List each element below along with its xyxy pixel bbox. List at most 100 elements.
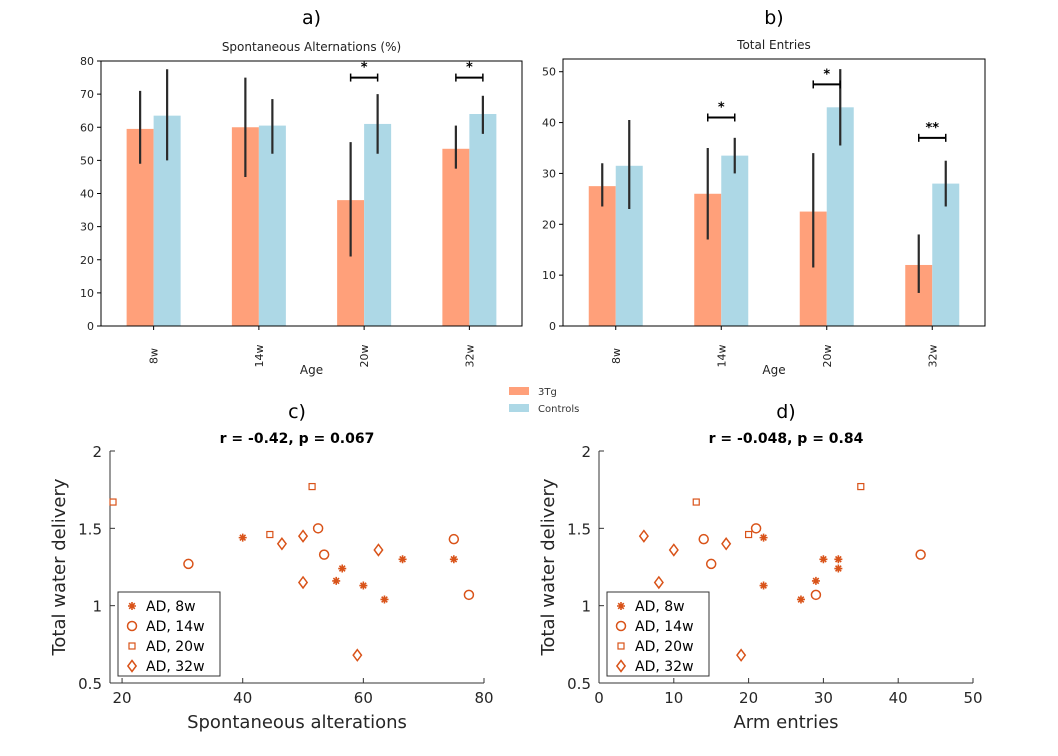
x-axis-label: Arm entries <box>733 712 838 733</box>
panel-label: c) <box>288 401 306 423</box>
y-tick-label: 2 <box>92 443 102 461</box>
y-tick-label: 10 <box>542 269 556 282</box>
point-asterisk <box>332 576 341 585</box>
legend-marker-square <box>617 642 625 650</box>
x-tick-label: 32w <box>926 345 939 368</box>
x-tick-label: 20w <box>821 345 834 368</box>
y-tick-label: 30 <box>80 221 94 234</box>
y-axis-label: Total water delivery <box>538 478 559 656</box>
y-tick-label: 0 <box>549 320 556 333</box>
x-axis-label: Age <box>762 363 785 377</box>
y-tick-label: 20 <box>542 218 556 231</box>
point-square <box>692 498 700 506</box>
y-tick-label: 0.5 <box>78 675 102 693</box>
point-asterisk <box>338 564 347 573</box>
x-axis-label: Spontaneous alterations <box>187 712 407 733</box>
x-tick-label: 14w <box>715 345 728 368</box>
x-tick-label: 50 <box>963 689 982 707</box>
point-diamond <box>352 648 363 662</box>
panel-c: c) r = -0.42, p = 0.067 20 40 60 80 0.5 1 1.5 2 Sp… <box>49 401 494 733</box>
y-tick-label: 30 <box>542 167 556 180</box>
legend-label: AD, 32w <box>146 659 205 675</box>
plot-frame <box>562 58 986 327</box>
panel-label: d) <box>776 401 795 423</box>
legend-swatch-controls <box>509 404 529 412</box>
legend-label: AD, 20w <box>635 639 694 655</box>
chart-title: Total Entries <box>736 38 811 52</box>
point-circle <box>463 589 475 601</box>
y-tick-label: 10 <box>80 287 94 300</box>
y-tick-label: 0.5 <box>567 675 591 693</box>
legend-label: AD, 32w <box>635 659 694 675</box>
legend-swatch-3tg <box>509 387 529 395</box>
point-asterisk <box>759 581 768 590</box>
x-tick-label: 14w <box>253 345 266 368</box>
x-tick-label: 32w <box>463 345 476 368</box>
y-tick-label: 80 <box>80 55 94 68</box>
point-diamond <box>668 543 679 557</box>
legend-label: AD, 14w <box>635 619 694 635</box>
panel-label: a) <box>302 7 321 29</box>
point-square <box>109 498 117 506</box>
point-diamond <box>638 529 649 543</box>
point-asterisk <box>819 555 828 564</box>
point-square <box>744 530 753 539</box>
x-tick-label: 20 <box>739 689 758 707</box>
point-asterisk <box>449 555 458 564</box>
x-tick-label: 10 <box>664 689 683 707</box>
panel-a: a) Spontaneous Alternations (%) * * 0 10 20 30 4… <box>80 7 523 377</box>
point-asterisk <box>834 564 843 573</box>
point-asterisk <box>398 555 407 564</box>
point-circle <box>750 523 762 534</box>
point-square <box>857 482 865 491</box>
legend-marker-diamond <box>615 659 627 673</box>
bar-controls-32w <box>932 183 960 326</box>
y-tick-label: 40 <box>80 188 94 201</box>
x-tick-label: 20 <box>113 689 132 707</box>
y-tick-label: 1.5 <box>567 520 591 538</box>
x-axis-label: Age <box>300 363 323 377</box>
panel-label: b) <box>764 7 783 29</box>
x-tick-label: 20w <box>358 345 371 368</box>
bar-controls-20w <box>364 123 392 326</box>
chart-title: r = -0.048, p = 0.84 <box>709 431 864 447</box>
significance-marker: ** <box>925 121 939 136</box>
legend-marker-asterisk <box>128 602 136 610</box>
point-diamond <box>297 575 309 590</box>
point-circle <box>312 523 324 534</box>
bar-3tg-32w <box>442 148 470 326</box>
point-circle <box>183 558 194 570</box>
point-asterisk <box>380 595 389 604</box>
bar-controls-14w <box>721 155 749 326</box>
y-axis-label: Total water delivery <box>49 478 70 656</box>
point-circle <box>705 558 717 570</box>
y-tick-label: 20 <box>80 254 94 267</box>
point-asterisk <box>759 533 768 542</box>
point-diamond <box>653 575 664 590</box>
chart-title: r = -0.42, p = 0.067 <box>220 431 375 447</box>
significance-marker: * <box>466 61 473 76</box>
legend-label: AD, 14w <box>146 619 205 635</box>
bar-controls-32w <box>469 114 497 326</box>
legend-label: AD, 8w <box>146 599 196 615</box>
y-tick-label: 60 <box>80 121 94 134</box>
bar-controls-14w <box>258 125 286 326</box>
x-tick-label: 40 <box>889 689 908 707</box>
point-square <box>266 530 274 539</box>
legend-marker-circle <box>126 620 138 632</box>
legend-marker-circle <box>615 620 627 632</box>
point-circle <box>698 533 709 545</box>
x-tick-label: 8w <box>148 348 161 364</box>
significance-marker: * <box>823 67 830 82</box>
panel-d: d) r = -0.048, p = 0.84 0 10 20 30 40 50 0.5 1 1.5… <box>538 401 983 733</box>
shared-legend: 3Tg Controls <box>509 387 579 415</box>
x-tick-label: 8w <box>610 348 623 364</box>
legend-marker-square <box>128 642 136 650</box>
significance-marker: * <box>361 61 368 76</box>
y-tick-label: 0 <box>87 320 94 333</box>
point-diamond <box>736 648 747 662</box>
x-tick-label: 40 <box>233 689 252 707</box>
point-diamond <box>276 537 287 551</box>
